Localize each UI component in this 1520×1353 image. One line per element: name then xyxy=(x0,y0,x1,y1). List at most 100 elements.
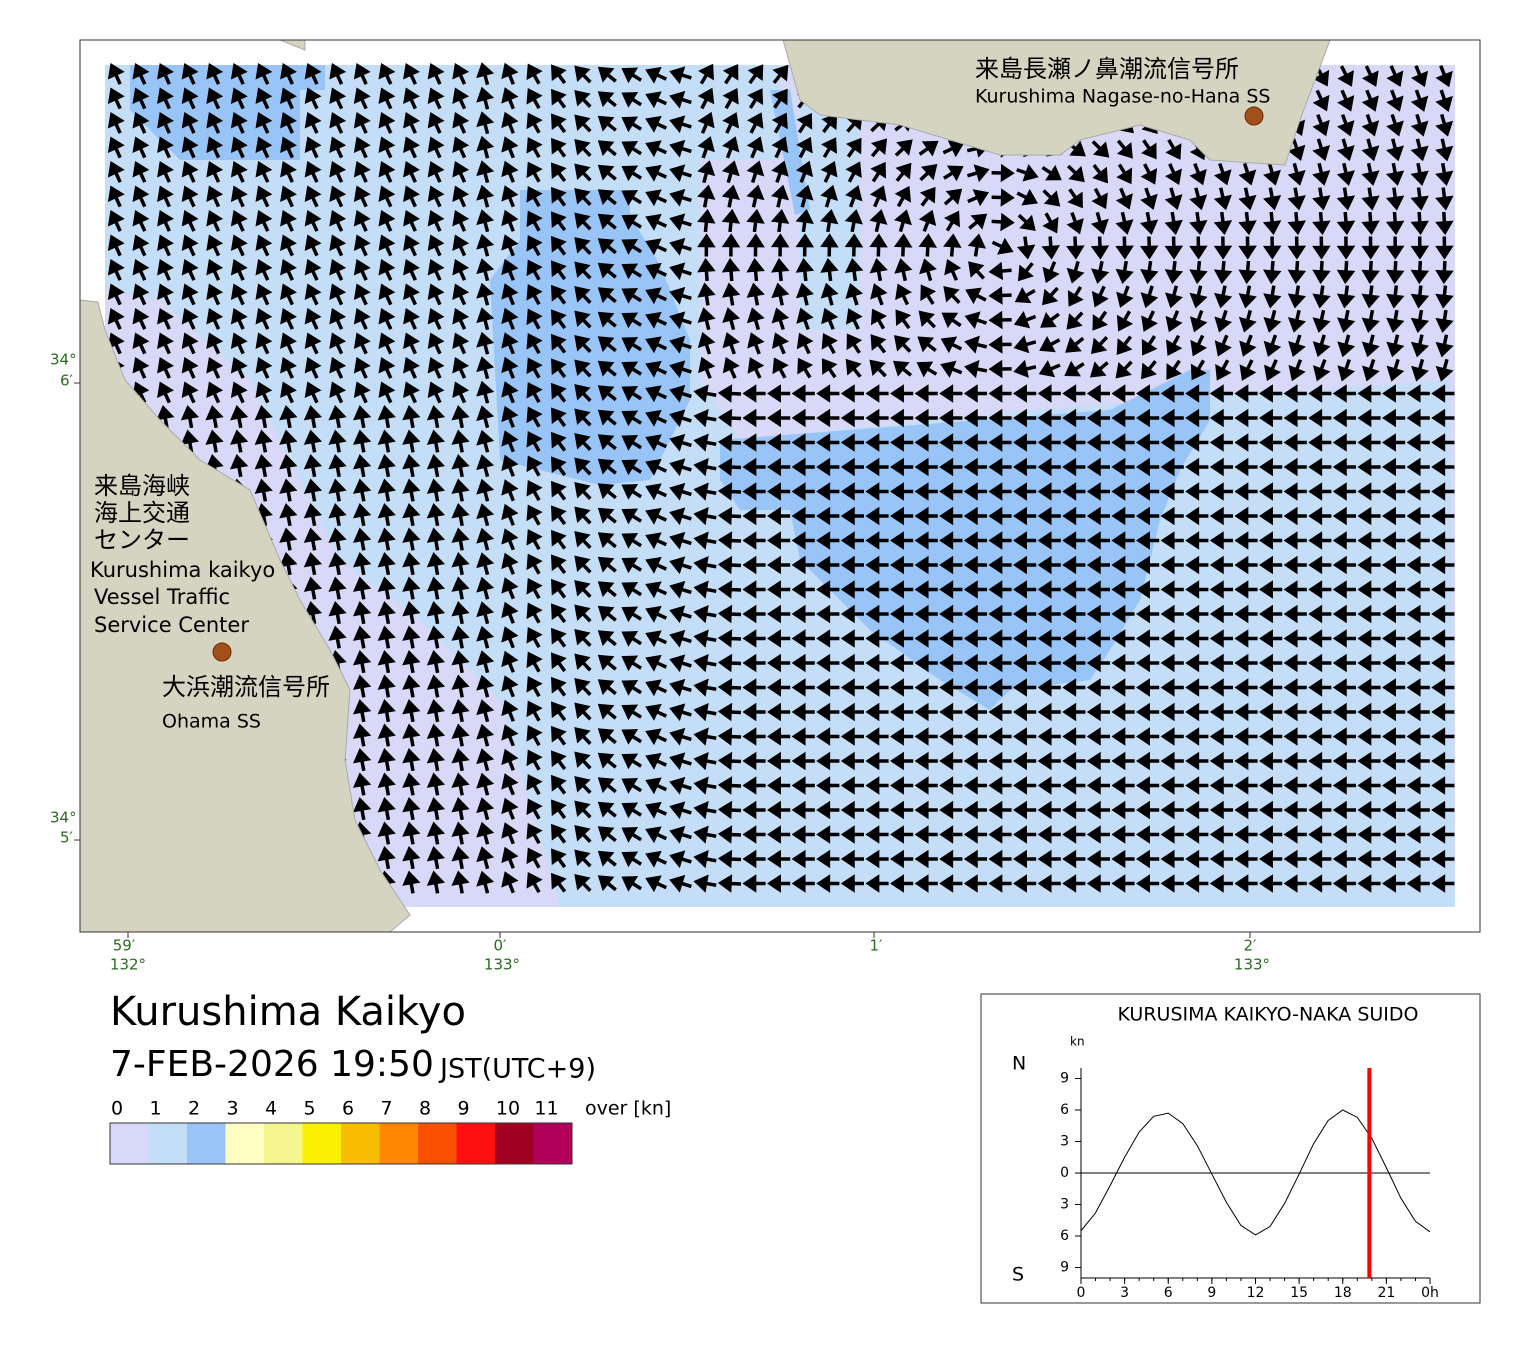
current-arrow xyxy=(669,115,692,134)
current-arrow xyxy=(574,163,592,182)
current-arrow xyxy=(426,405,446,429)
current-arrow xyxy=(1189,163,1207,186)
current-arrow xyxy=(791,825,815,844)
current-arrow xyxy=(1259,727,1283,746)
current-arrow xyxy=(988,359,1012,379)
current-arrow xyxy=(402,429,421,453)
current-arrow xyxy=(526,676,543,698)
current-arrow xyxy=(865,629,889,648)
current-arrow xyxy=(1111,531,1135,550)
current-arrow xyxy=(1357,482,1381,501)
current-arrow xyxy=(767,408,791,428)
current-arrow xyxy=(1215,359,1232,381)
current-arrow xyxy=(402,552,421,576)
current-arrow xyxy=(451,454,470,478)
current-arrow xyxy=(1062,653,1086,673)
current-arrow xyxy=(550,578,567,599)
current-arrow xyxy=(963,751,987,771)
lon-label: 132° xyxy=(110,956,146,974)
current-arrow xyxy=(328,625,347,649)
current-arrow xyxy=(1214,334,1232,357)
current-arrow xyxy=(771,282,790,306)
current-arrow xyxy=(574,65,592,84)
current-arrow xyxy=(697,136,715,159)
current-arrow xyxy=(988,629,1012,648)
current-arrow xyxy=(329,136,347,159)
current-arrow xyxy=(402,723,421,747)
current-arrow xyxy=(840,555,864,575)
current-arrow xyxy=(963,555,987,575)
current-arrow xyxy=(669,703,692,722)
current-arrow xyxy=(1283,702,1307,722)
current-arrow xyxy=(230,136,248,159)
current-arrow xyxy=(669,507,692,526)
current-arrow xyxy=(816,653,840,673)
current-arrow xyxy=(1086,482,1110,501)
current-arrow xyxy=(1013,702,1037,722)
current-arrow xyxy=(944,258,962,281)
current-arrow xyxy=(1037,555,1061,575)
current-arrow xyxy=(476,111,495,135)
current-arrow xyxy=(403,210,420,232)
current-arrow xyxy=(550,88,567,109)
current-arrow xyxy=(1209,776,1233,795)
current-arrow xyxy=(919,258,937,282)
current-arrow xyxy=(1431,653,1455,673)
datetime: 7-FEB-2026 19:50 xyxy=(110,1044,434,1085)
current-arrow xyxy=(255,283,273,306)
current-arrow xyxy=(621,116,643,133)
current-arrow xyxy=(722,332,740,355)
current-arrow xyxy=(816,457,840,477)
current-arrow xyxy=(597,556,617,573)
legend-label: 9 xyxy=(457,1098,469,1120)
current-arrow xyxy=(1362,358,1380,382)
current-arrow xyxy=(1209,800,1233,820)
current-arrow xyxy=(621,508,643,525)
current-arrow xyxy=(894,258,913,282)
current-arrow xyxy=(697,257,716,282)
x-tick-label: 0 xyxy=(1077,1285,1086,1301)
current-arrow xyxy=(1382,457,1406,477)
current-arrow xyxy=(476,209,495,233)
current-arrow xyxy=(597,581,617,598)
current-arrow xyxy=(353,381,371,404)
current-arrow xyxy=(452,259,470,281)
current-arrow xyxy=(816,825,840,844)
current-arrow xyxy=(1238,285,1257,309)
current-arrow xyxy=(1259,800,1283,820)
current-arrow xyxy=(1287,236,1307,260)
current-arrow xyxy=(1312,138,1331,162)
current-arrow xyxy=(1111,433,1135,452)
current-arrow xyxy=(865,727,889,746)
current-arrow xyxy=(840,653,864,673)
current-arrow xyxy=(645,556,668,574)
current-arrow xyxy=(1091,187,1108,210)
current-arrow xyxy=(353,234,371,257)
current-arrow xyxy=(353,674,372,698)
current-arrow xyxy=(722,63,739,85)
current-arrow xyxy=(1013,531,1037,550)
current-arrow xyxy=(645,434,668,452)
current-arrow xyxy=(914,629,938,648)
current-arrow xyxy=(963,482,987,501)
current-arrow xyxy=(501,503,519,526)
current-arrow xyxy=(816,776,840,795)
current-arrow xyxy=(1386,285,1405,309)
current-arrow xyxy=(574,310,592,329)
north-label: N xyxy=(1012,1053,1026,1075)
current-arrow xyxy=(1283,433,1307,452)
current-arrow xyxy=(1037,457,1061,477)
current-arrow xyxy=(501,381,519,404)
current-arrow xyxy=(791,384,815,403)
current-arrow xyxy=(1090,211,1109,235)
current-arrow xyxy=(1037,727,1061,746)
current-arrow xyxy=(968,261,986,280)
current-arrow xyxy=(597,458,617,475)
current-arrow xyxy=(791,727,815,746)
current-arrow xyxy=(1361,162,1380,186)
current-arrow xyxy=(1213,162,1232,186)
current-arrow xyxy=(550,480,567,501)
current-arrow xyxy=(304,381,322,404)
current-arrow xyxy=(1337,114,1355,137)
current-arrow xyxy=(1283,384,1307,403)
